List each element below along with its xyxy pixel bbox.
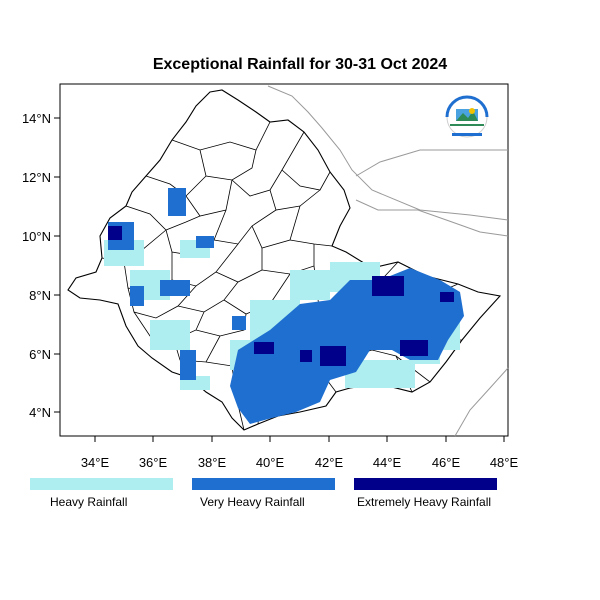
axis-ticks	[54, 117, 505, 442]
lon-tick-label: 40°E	[256, 455, 285, 470]
lon-tick-label: 34°E	[81, 455, 110, 470]
lon-tick-label: 48°E	[490, 455, 519, 470]
rainfall-very-heavy-cells	[108, 188, 464, 424]
legend-label-very-heavy: Very Heavy Rainfall	[200, 495, 305, 509]
legend-swatch-heavy	[30, 478, 173, 490]
meteorology-institute-logo	[445, 95, 489, 138]
lat-tick-label: 8°N	[29, 288, 51, 303]
legend-swatch-very-heavy	[192, 478, 335, 490]
legend-label-extreme: Extremely Heavy Rainfall	[357, 495, 492, 509]
gulf-of-aden-coast	[355, 199, 509, 237]
legend-label-heavy: Heavy Rainfall	[50, 495, 128, 509]
arabia-coast	[355, 149, 508, 177]
red-sea-coast	[267, 85, 509, 221]
lat-tick-label: 14°N	[22, 111, 51, 126]
legend-swatch-extreme	[354, 478, 497, 490]
lon-tick-label: 44°E	[373, 455, 402, 470]
somalia-coast	[454, 367, 509, 437]
lon-tick-label: 42°E	[315, 455, 344, 470]
lat-tick-label: 10°N	[22, 229, 51, 244]
lon-tick-label: 36°E	[139, 455, 168, 470]
lat-tick-label: 4°N	[29, 405, 51, 420]
lon-tick-label: 38°E	[198, 455, 227, 470]
neighbour-borders	[267, 85, 509, 437]
lon-tick-label: 46°E	[432, 455, 461, 470]
map-title: Exceptional Rainfall for 30-31 Oct 2024	[152, 56, 448, 73]
rainfall-extreme-cells	[108, 226, 454, 366]
lat-tick-label: 6°N	[29, 347, 51, 362]
lat-tick-label: 12°N	[22, 170, 51, 185]
